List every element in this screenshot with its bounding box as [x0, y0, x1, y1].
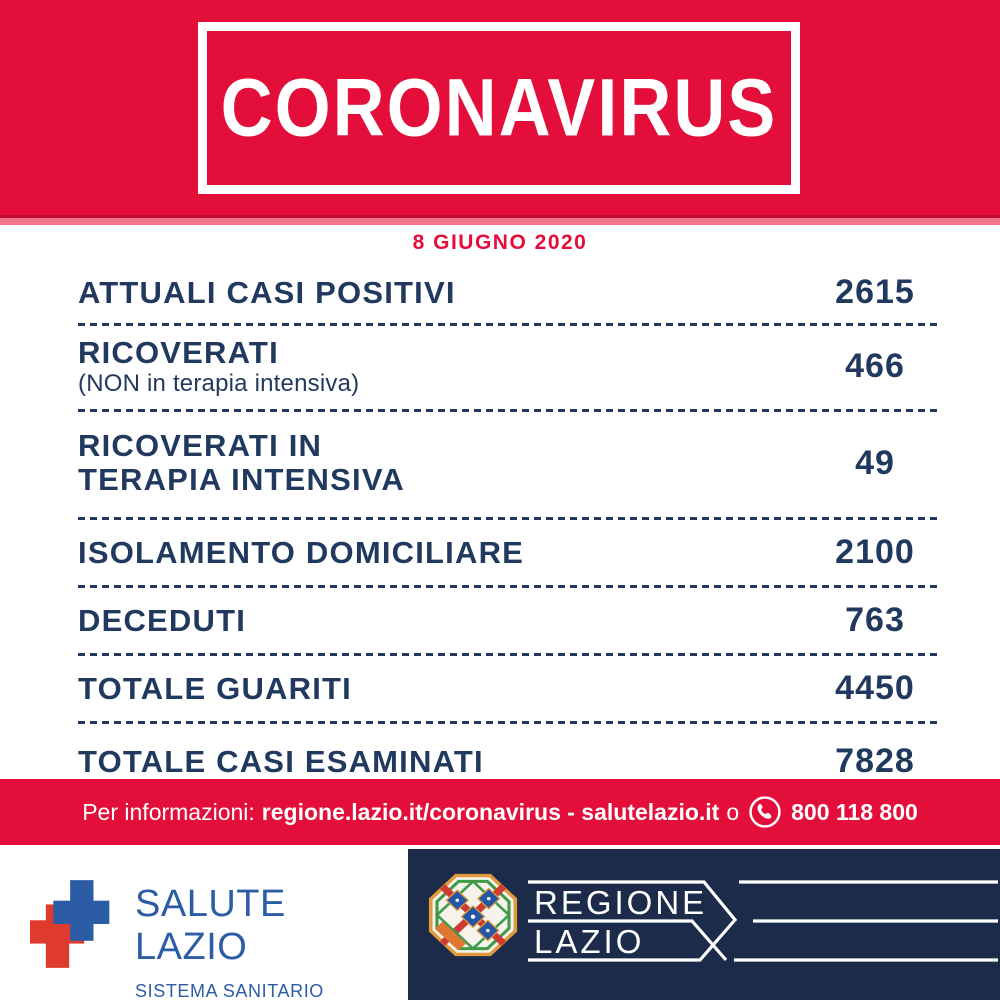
report-date: 8 GIUGNO 2020: [412, 231, 588, 254]
dashed-divider: [78, 585, 940, 588]
footer-logos: SALUTE LAZIO SISTEMA SANITARIO REGIONALE: [0, 845, 1000, 1000]
phone-icon: [749, 796, 781, 828]
dashed-divider: [78, 517, 940, 520]
salute-lazio-cross-icon: [30, 880, 110, 968]
top-banner: CORONAVIRUS: [0, 0, 1000, 218]
page-title: CORONAVIRUS: [220, 62, 778, 154]
stat-value: 49: [855, 443, 895, 482]
stat-row-isolamento-domiciliare: ISOLAMENTO DOMICILIARE 2100: [78, 520, 940, 585]
regione-lazio-line1: REGIONE: [534, 884, 708, 921]
salute-lazio-text: SALUTE LAZIO SISTEMA SANITARIO REGIONALE: [135, 883, 408, 1000]
dashed-divider: [78, 409, 940, 412]
title-box: CORONAVIRUS: [198, 22, 800, 194]
dashed-divider: [78, 721, 940, 724]
stat-label: ISOLAMENTO DOMICILIARE: [78, 534, 525, 570]
stat-value: 7828: [835, 742, 915, 780]
salute-lazio-subtitle: SISTEMA SANITARIO REGIONALE: [135, 981, 324, 1000]
stat-label: TOTALE CASI ESAMINATI: [78, 743, 484, 779]
stat-value: 763: [845, 601, 905, 639]
dashed-divider: [78, 653, 940, 656]
stat-value: 4450: [835, 669, 915, 707]
dashed-divider: [78, 323, 940, 326]
salute-lazio-logo: SALUTE LAZIO SISTEMA SANITARIO REGIONALE: [0, 845, 408, 1000]
stat-row-deceduti: DECEDUTI 763: [78, 588, 940, 653]
regione-lazio-line2: LAZIO: [534, 923, 645, 960]
info-connector: o: [726, 798, 740, 825]
phone-number: 800 118 800: [791, 798, 918, 825]
stat-value: 2615: [835, 273, 915, 311]
regione-lazio-crest-icon: [428, 873, 518, 957]
stat-label: ATTUALI CASI POSITIVI: [78, 274, 456, 310]
stat-row-attuali-casi-positivi: ATTUALI CASI POSITIVI 2615: [78, 262, 940, 323]
stat-value: 466: [845, 347, 905, 385]
stat-value: 2100: [835, 533, 915, 571]
stat-label-line1: RICOVERATI IN: [78, 428, 323, 463]
stat-label: DECEDUTI: [78, 602, 247, 638]
stat-row-totale-guariti: TOTALE GUARITI 4450: [78, 656, 940, 721]
stat-label: RICOVERATI: [78, 335, 279, 370]
info-prefix: Per informazioni:: [82, 798, 255, 825]
info-links: regione.lazio.it/coronavirus - salutelaz…: [261, 798, 720, 825]
stat-label: TOTALE GUARITI: [78, 670, 352, 706]
stat-row-ricoverati: RICOVERATI (NON in terapia intensiva) 46…: [78, 326, 940, 409]
regione-lazio-ribbon-lines: [528, 880, 998, 962]
stat-label-line2: TERAPIA INTENSIVA: [78, 462, 405, 497]
stats-table: ATTUALI CASI POSITIVI 2615 RICOVERATI (N…: [78, 262, 940, 781]
stat-row-ricoverati-terapia-intensiva: RICOVERATI IN TERAPIA INTENSIVA 49: [78, 412, 940, 517]
salute-lazio-title: SALUTE LAZIO: [135, 883, 286, 968]
regione-lazio-logo: REGIONE LAZIO: [408, 849, 1000, 1000]
info-bar: Per informazioni: regione.lazio.it/coron…: [0, 779, 1000, 845]
stat-label: RICOVERATI IN TERAPIA INTENSIVA: [78, 429, 405, 497]
stat-sublabel: (NON in terapia intensiva): [78, 370, 360, 397]
stat-row-totale-casi-esaminati: TOTALE CASI ESAMINATI 7828: [78, 724, 940, 781]
stat-label-group: RICOVERATI (NON in terapia intensiva): [78, 335, 360, 398]
